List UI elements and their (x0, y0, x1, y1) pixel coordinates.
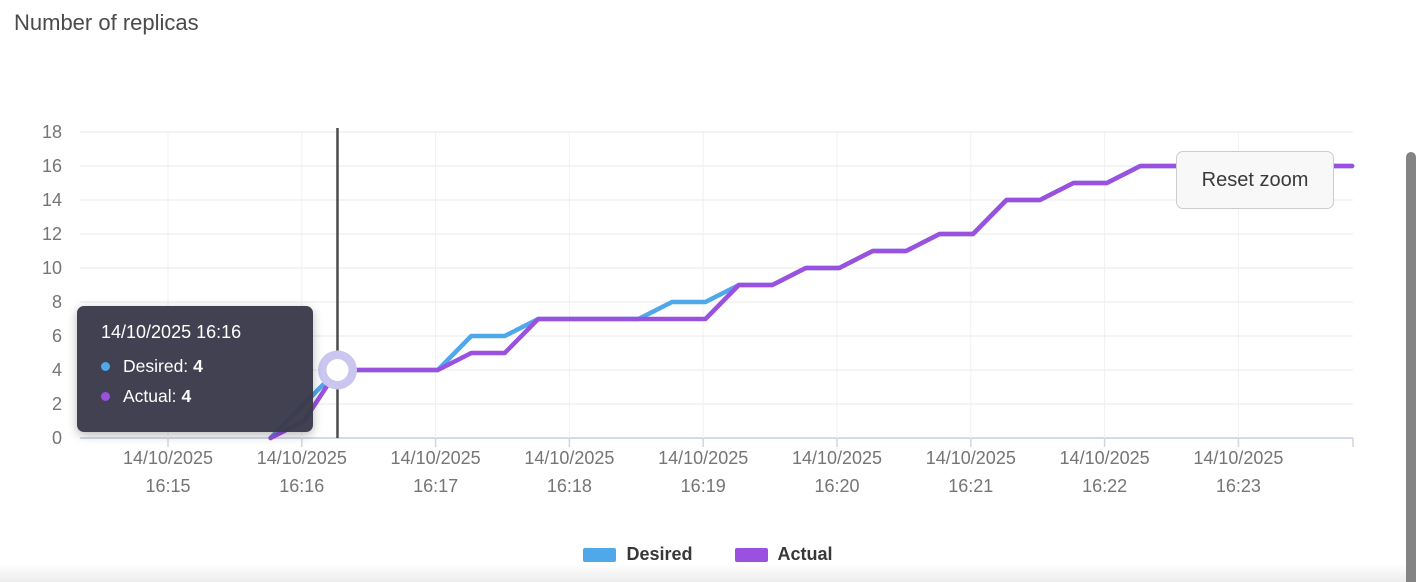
y-axis-label: 16 (42, 156, 62, 176)
legend-item-desired[interactable]: Desired (583, 544, 693, 565)
y-axis-label: 10 (42, 258, 62, 278)
x-axis-label: 14/10/2025 16:21 (926, 448, 1016, 496)
chart-legend: Desired Actual (0, 544, 1416, 565)
tooltip-actual-value: 4 (181, 386, 192, 406)
scrollbar-thumb[interactable] (1406, 152, 1416, 582)
chart-title: Number of replicas (14, 10, 199, 35)
y-axis-label: 4 (52, 360, 62, 380)
x-axis-label: 14/10/2025 16:17 (391, 448, 481, 496)
x-axis-label: 14/10/2025 16:22 (1060, 448, 1150, 496)
y-axis-label: 8 (52, 292, 62, 312)
x-axis-label: 14/10/2025 16:16 (257, 448, 347, 496)
replicas-line-chart[interactable]: 0 2 4 6 8 10 12 14 16 18 14/10/2025 16:15 14/10/2025… (0, 0, 1416, 535)
tooltip: 14/10/2025 16:16 Desired: 4 Actual: 4 (77, 306, 313, 432)
x-axis-label: 14/10/2025 16:19 (658, 448, 748, 496)
x-axis-label: 14/10/2025 16:18 (524, 448, 614, 496)
actual-swatch-icon (734, 547, 768, 562)
legend-desired-label: Desired (626, 544, 693, 564)
tooltip-row-actual: Actual: 4 (101, 386, 303, 407)
tooltip-desired-value: 4 (193, 356, 203, 376)
reset-zoom-button[interactable]: Reset zoom (1176, 151, 1334, 209)
y-axis-label: 18 (42, 122, 62, 142)
y-axis-label: 12 (42, 224, 62, 244)
tooltip-desired-label: Desired: (123, 356, 189, 376)
actual-dot-icon (101, 392, 110, 401)
y-axis-label: 0 (52, 428, 62, 448)
legend-item-actual[interactable]: Actual (734, 544, 833, 565)
page-bottom-fade (0, 564, 1416, 582)
y-axis-label: 6 (52, 326, 62, 346)
desired-swatch-icon (583, 547, 617, 562)
y-axis-label: 2 (52, 394, 62, 414)
tooltip-row-desired: Desired: 4 (101, 356, 303, 377)
hover-point-marker (326, 359, 349, 381)
desired-dot-icon (101, 362, 110, 371)
tooltip-actual-label: Actual: (123, 386, 177, 406)
tooltip-timestamp: 14/10/2025 16:16 (101, 322, 242, 342)
x-axis-label: 14/10/2025 16:23 (1193, 448, 1283, 496)
y-axis-label: 14 (42, 190, 62, 210)
x-axis-label: 14/10/2025 16:20 (792, 448, 882, 496)
x-axis-label: 14/10/2025 16:15 (123, 448, 213, 496)
legend-actual-label: Actual (777, 544, 833, 564)
